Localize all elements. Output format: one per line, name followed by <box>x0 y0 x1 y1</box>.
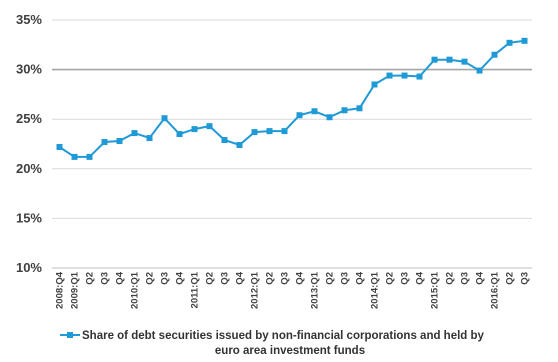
y-tick-label: 10% <box>16 260 42 275</box>
x-tick-label: Q4 <box>475 271 486 284</box>
data-point <box>176 131 183 138</box>
data-point <box>491 51 498 58</box>
x-tick-label: Q2 <box>385 272 396 285</box>
data-point <box>446 56 453 63</box>
data-point <box>356 105 363 112</box>
x-tick-label: Q4 <box>355 271 366 284</box>
data-point <box>116 138 123 145</box>
x-tick-label: Q4 <box>235 271 246 284</box>
data-point <box>71 153 78 160</box>
data-point <box>521 37 528 44</box>
x-tick-label: Q2 <box>325 272 336 285</box>
x-tick-label: Q3 <box>340 272 351 285</box>
gridlines <box>52 19 532 219</box>
data-point <box>401 72 408 79</box>
x-tick-label: Q2 <box>445 272 456 285</box>
x-axis-ticks: 2008:Q4 2009:Q1 Q2 Q3 Q4 2010:Q1 Q2 Q3 Q4 2011:Q1… <box>55 271 531 309</box>
x-tick-label: Q2 <box>265 272 276 285</box>
data-point <box>326 114 333 121</box>
x-tick-label: Q3 <box>160 272 171 285</box>
x-tick-label: Q3 <box>220 272 231 285</box>
data-point <box>86 153 93 160</box>
data-point <box>311 108 318 115</box>
y-axis-ticks: 10% 15% 20% 25% 30% 35% <box>16 12 42 275</box>
x-tick-label: Q3 <box>520 272 531 285</box>
legend-swatch-marker <box>67 332 73 338</box>
x-tick-label: Q3 <box>100 272 111 285</box>
x-tick-label: Q2 <box>205 272 216 285</box>
x-tick-label: 2008:Q4 <box>55 271 66 309</box>
x-tick-label: Q4 <box>295 271 306 284</box>
data-point <box>341 107 348 114</box>
x-tick-label: 2011:Q1 <box>190 271 201 308</box>
data-point <box>506 39 513 46</box>
data-point <box>281 128 288 135</box>
y-tick-label: 35% <box>16 12 42 27</box>
legend-label: Share of debt securities issued by non-f… <box>82 330 485 342</box>
x-tick-label: Q3 <box>460 272 471 285</box>
data-point <box>101 139 108 146</box>
data-point <box>236 141 243 148</box>
x-tick-label: Q4 <box>115 271 126 284</box>
y-tick-label: 25% <box>16 111 42 126</box>
x-tick-label: 2010:Q1 <box>130 271 141 309</box>
data-point <box>206 123 213 130</box>
x-tick-label: Q2 <box>145 272 156 285</box>
data-point <box>221 137 228 144</box>
data-point <box>296 112 303 119</box>
data-point <box>146 135 153 142</box>
x-tick-label: Q3 <box>280 272 291 285</box>
x-tick-label: Q2 <box>85 272 96 285</box>
x-tick-label: 2012:Q1 <box>250 271 261 309</box>
series-line <box>58 39 525 158</box>
data-point <box>386 72 393 79</box>
data-point <box>131 130 138 137</box>
series <box>56 37 528 160</box>
y-tick-label: 20% <box>16 161 42 176</box>
x-tick-label: Q3 <box>400 272 411 285</box>
legend-label-continued: euro area investment funds <box>215 345 365 357</box>
y-tick-label: 15% <box>16 210 42 225</box>
x-tick-label: 2009:Q1 <box>70 271 81 309</box>
data-point <box>191 126 198 133</box>
x-tick-label: 2016:Q1 <box>490 271 501 309</box>
data-point <box>461 58 468 65</box>
data-point <box>431 56 438 63</box>
x-tick-label: 2014:Q1 <box>370 271 381 309</box>
x-tick-label: Q4 <box>415 271 426 284</box>
data-point <box>416 73 423 80</box>
x-tick-label: 2015:Q1 <box>430 271 441 309</box>
data-point <box>56 143 63 150</box>
x-tick-label: 2013:Q1 <box>310 271 321 309</box>
data-point <box>161 115 168 122</box>
data-point <box>266 128 273 135</box>
y-tick-label: 30% <box>16 62 42 77</box>
data-point <box>476 67 483 74</box>
x-tick-label: Q4 <box>175 271 186 284</box>
data-point <box>251 129 258 136</box>
x-tick-label: Q2 <box>505 272 516 285</box>
data-point <box>371 81 378 88</box>
legend: Share of debt securities issued by non-f… <box>60 330 485 357</box>
